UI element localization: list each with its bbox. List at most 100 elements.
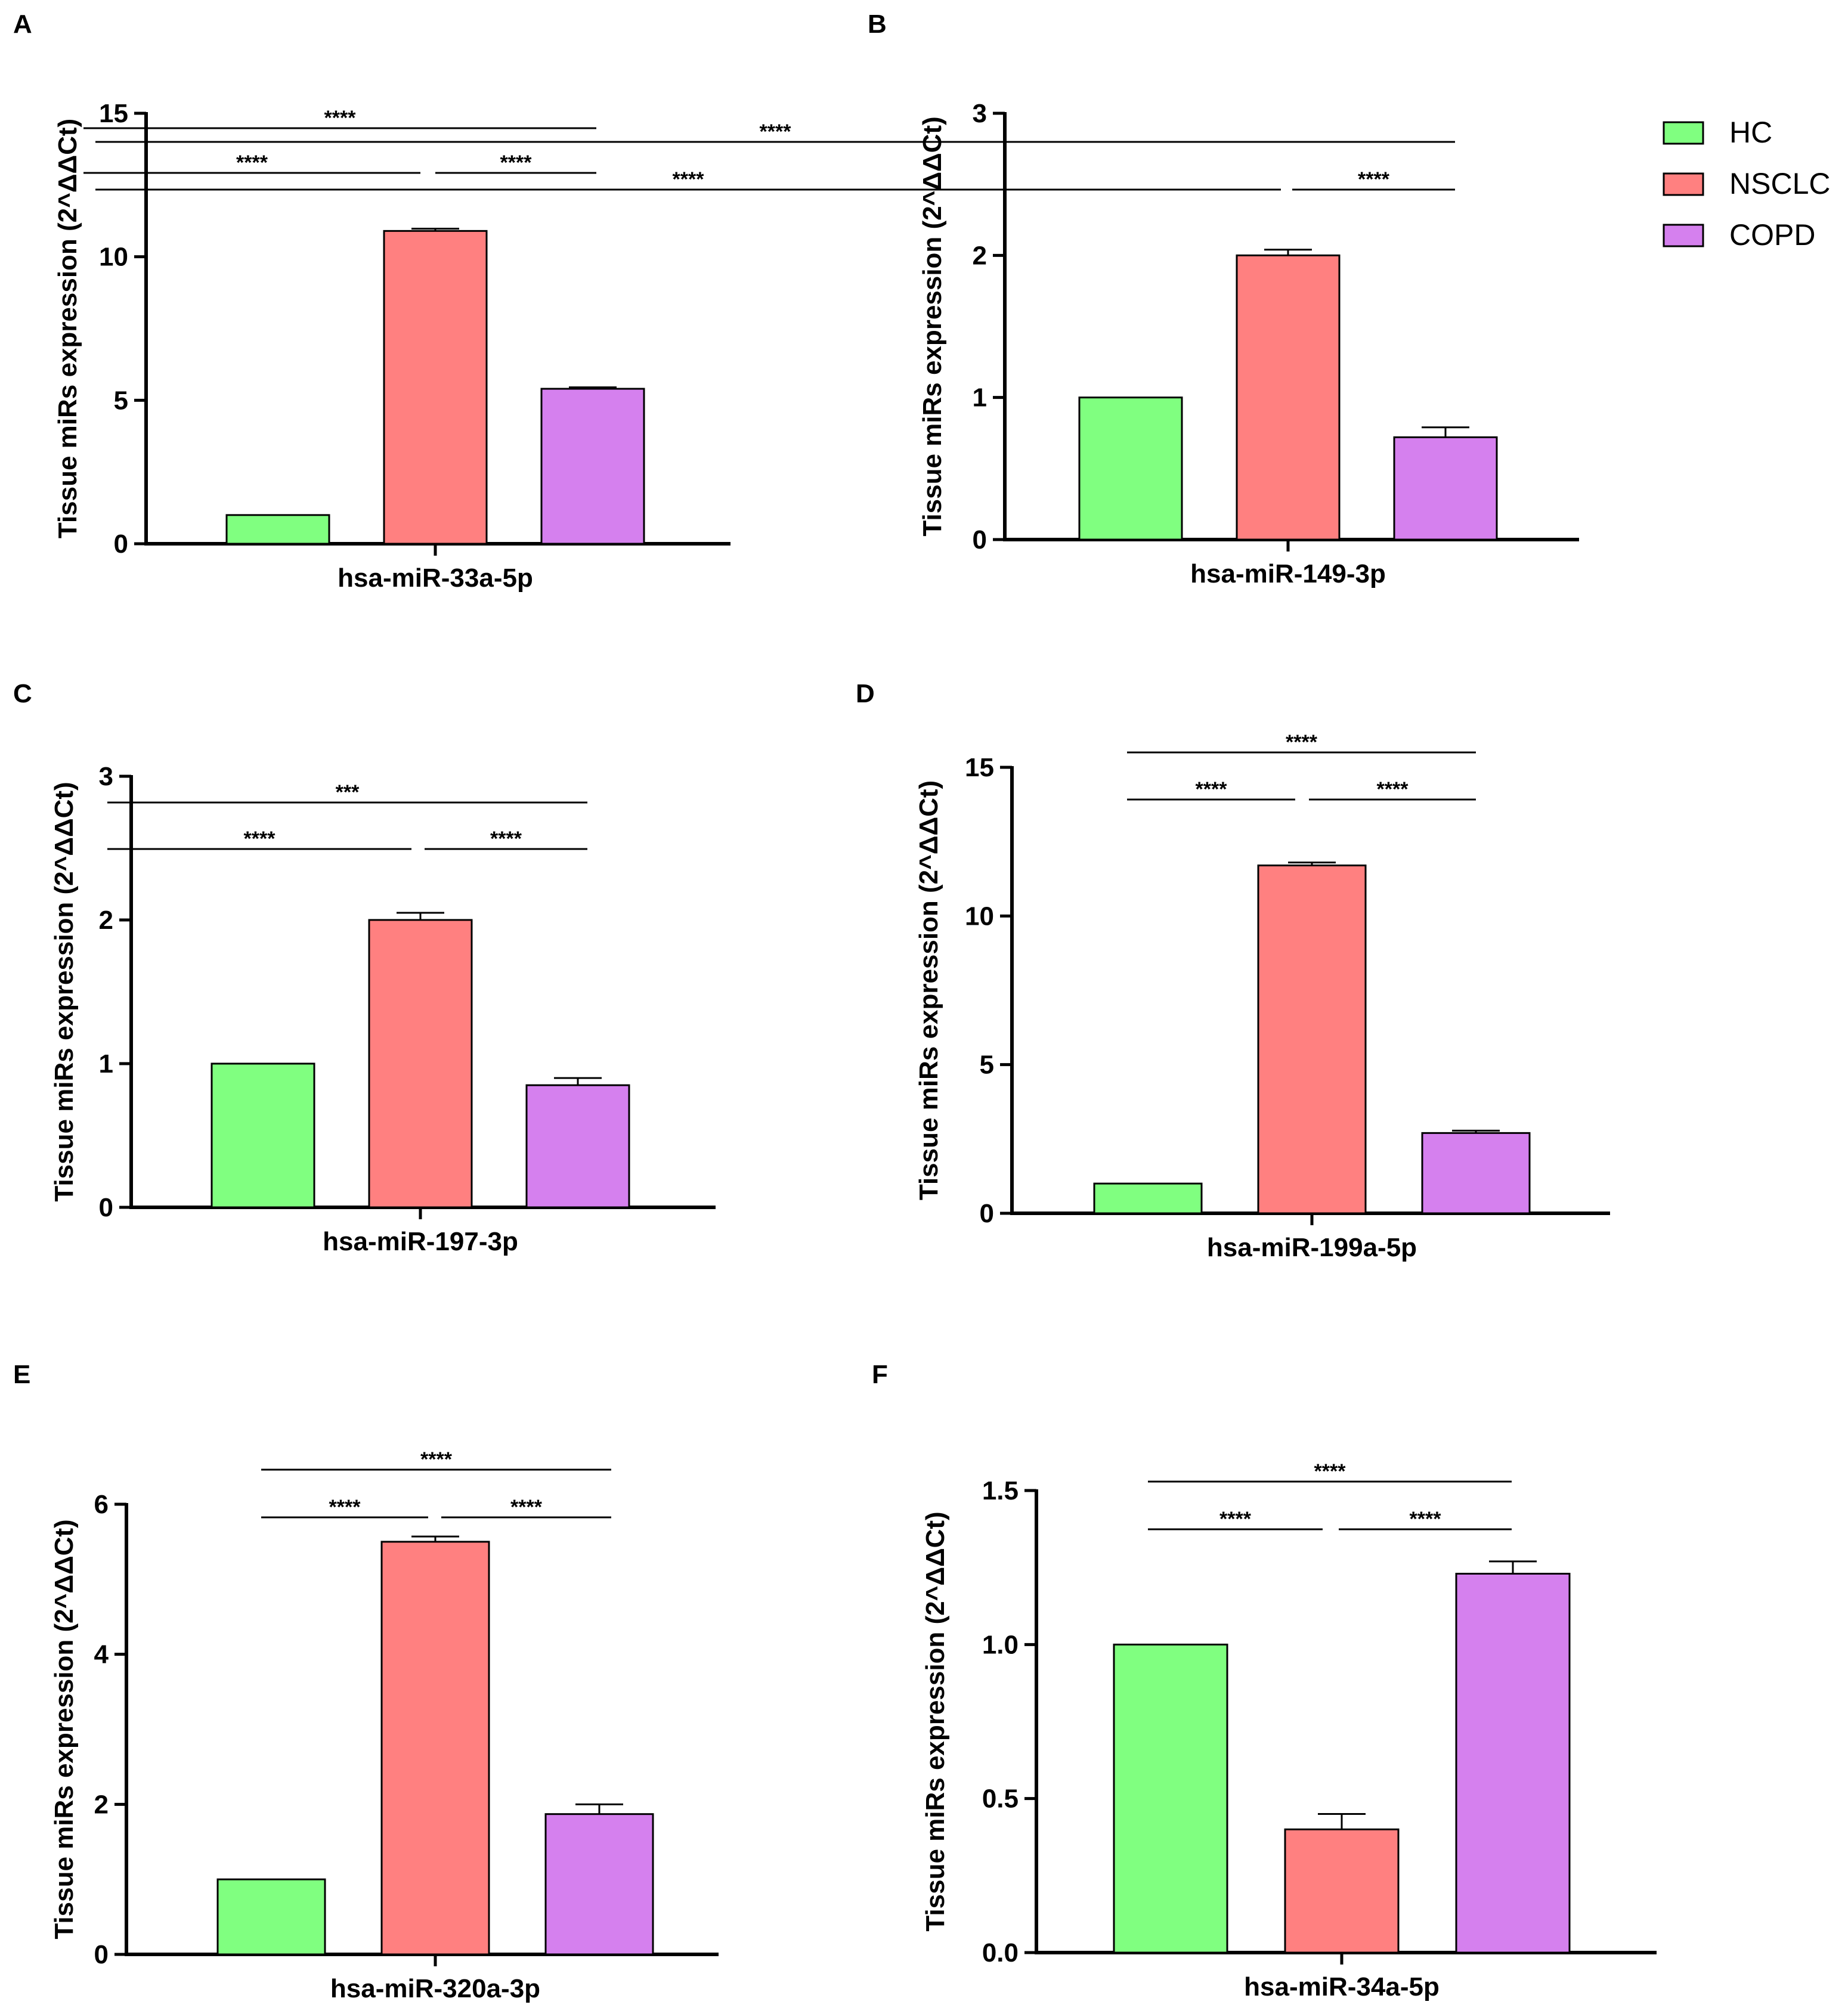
significance-label-f-2: **** <box>1410 1508 1442 1530</box>
significance-label-d-2: **** <box>1377 778 1409 801</box>
panel-f: F 0.0 0.5 1.0 1.5 hsa-miR-34a-5p Tissue miRs e… <box>872 1360 1657 2001</box>
y-tick-label-d-3: 15 <box>965 753 994 782</box>
bar-c-hc <box>211 1062 315 1209</box>
y-tick-label-a-2: 10 <box>99 243 128 272</box>
y-tick-label-e-2: 4 <box>94 1640 109 1669</box>
panel-letter-c: C <box>13 679 32 708</box>
bar-f-copd <box>1455 1573 1571 1954</box>
y-tick-label-a-1: 5 <box>114 386 128 415</box>
bar-a-hc <box>225 514 330 545</box>
y-axis-label-e: Tissue miRs expression (2^ΔΔCt) <box>49 1519 79 1939</box>
error-bar-e-copd <box>575 1803 623 1814</box>
y-tick-label-f-3: 1.5 <box>982 1476 1019 1505</box>
bar-a-nsclc <box>383 230 488 545</box>
error-bar-c-copd <box>554 1077 602 1086</box>
bar-f-nsclc <box>1284 1828 1400 1954</box>
significance-label-c-1: **** <box>244 828 276 850</box>
panel-letter-a: A <box>13 10 32 39</box>
significance-label-a-2: **** <box>500 151 533 174</box>
panel-letter-f: F <box>872 1360 888 1389</box>
y-axis-label-c: Tissue miRs expression (2^ΔΔCt) <box>49 782 79 1201</box>
significance-label-b-2: **** <box>1358 168 1390 191</box>
significance-label-d-1: **** <box>1196 778 1228 801</box>
error-bar-f-nsclc <box>1318 1813 1366 1830</box>
y-tick-label-b-3: 3 <box>973 99 987 128</box>
panel-d: D 0 5 10 15 hsa-miR-199a-5p Tissue miRs expres… <box>856 679 1610 1262</box>
panel-letter-b: B <box>868 10 887 39</box>
legend: HC NSCLC COPD <box>1663 116 1830 252</box>
significance-label-b-0: **** <box>760 120 792 143</box>
y-tick-label-b-0: 0 <box>973 525 987 554</box>
significance-label-c-2: **** <box>490 828 522 850</box>
error-bar-f-copd <box>1489 1560 1537 1574</box>
bar-e-hc <box>216 1878 326 1956</box>
bar-b-nsclc <box>1236 254 1341 541</box>
significance-label-e-2: **** <box>510 1496 543 1519</box>
panel-letter-d: D <box>856 679 875 708</box>
y-tick-label-a-3: 15 <box>99 99 128 128</box>
legend-swatch-nsclc <box>1663 172 1704 196</box>
significance-label-b-1: **** <box>673 168 705 191</box>
bar-b-copd <box>1393 436 1498 541</box>
y-tick-label-e-0: 0 <box>94 1940 109 1969</box>
panel-a: A 0 5 10 15 hsa-miR-33a-5p Tissue miRs express… <box>13 10 730 593</box>
significance-label-d-0: **** <box>1286 731 1318 754</box>
legend-swatch-hc <box>1663 121 1704 145</box>
significance-label-e-0: **** <box>420 1448 453 1471</box>
bar-d-hc <box>1093 1182 1203 1214</box>
y-tick-label-d-0: 0 <box>980 1199 994 1228</box>
y-axis-label-a: Tissue miRs expression (2^ΔΔCt) <box>53 119 82 538</box>
y-tick-label-f-2: 1.0 <box>982 1630 1019 1659</box>
x-axis-label-b: hsa-miR-149-3p <box>1190 559 1386 588</box>
error-bar-b-copd <box>1422 426 1469 438</box>
error-bar-d-copd <box>1452 1129 1500 1133</box>
y-tick-label-a-0: 0 <box>114 529 128 559</box>
significance-label-f-1: **** <box>1219 1508 1252 1530</box>
bar-b-hc <box>1078 396 1183 541</box>
legend-label-copd: COPD <box>1729 218 1815 252</box>
x-axis-label-e: hsa-miR-320a-3p <box>330 1974 540 2003</box>
bar-a-copd <box>540 388 645 545</box>
y-tick-label-f-1: 0.5 <box>982 1784 1019 1814</box>
bar-c-copd <box>525 1084 630 1209</box>
error-bar-c-nsclc <box>397 912 444 920</box>
panel-letter-e: E <box>13 1360 30 1389</box>
y-axis-label-f: Tissue miRs expression (2^ΔΔCt) <box>921 1511 950 1931</box>
bar-c-nsclc <box>368 919 473 1209</box>
y-tick-label-c-3: 3 <box>99 762 113 791</box>
error-bar-b-nsclc <box>1264 249 1312 256</box>
significance-label-c-0: *** <box>336 781 360 804</box>
error-bar-a-copd <box>569 386 617 389</box>
significance-label-a-0: **** <box>324 107 357 129</box>
legend-label-hc: HC <box>1729 116 1772 149</box>
y-tick-label-b-1: 1 <box>973 383 987 413</box>
significance-label-e-1: **** <box>329 1496 361 1519</box>
panel-b: B 0 1 2 3 hsa-miR-149-3p Tissue miRs expressio… <box>95 10 1579 588</box>
legend-label-nsclc: NSCLC <box>1729 167 1830 200</box>
significance-label-f-0: **** <box>1314 1460 1346 1483</box>
error-bar-a-nsclc <box>411 227 459 231</box>
error-bar-d-nsclc <box>1288 862 1336 866</box>
y-tick-label-d-1: 5 <box>980 1051 994 1080</box>
y-axis-label-d: Tissue miRs expression (2^ΔΔCt) <box>914 780 943 1200</box>
y-tick-label-d-2: 10 <box>965 901 994 931</box>
y-tick-label-c-1: 1 <box>99 1049 113 1079</box>
x-axis-label-f: hsa-miR-34a-5p <box>1244 1972 1440 2001</box>
error-bar-e-nsclc <box>411 1535 459 1542</box>
bar-f-hc <box>1113 1643 1228 1954</box>
y-axis-label-b: Tissue miRs expression (2^ΔΔCt) <box>918 116 947 536</box>
bar-d-nsclc <box>1257 865 1367 1214</box>
y-tick-label-e-1: 2 <box>94 1790 109 1819</box>
y-tick-label-b-2: 2 <box>973 241 987 270</box>
y-tick-label-f-0: 0.0 <box>982 1938 1019 1967</box>
y-tick-label-c-0: 0 <box>99 1193 113 1222</box>
bar-e-copd <box>544 1813 654 1956</box>
x-axis-label-d: hsa-miR-199a-5p <box>1207 1233 1417 1262</box>
y-tick-label-c-2: 2 <box>99 906 113 935</box>
panel-e: E 0 2 4 6 hsa-miR-320a-3p Tissue miRs expressi… <box>13 1360 719 2003</box>
panel-c: C 0 1 2 3 hsa-miR-197-3p Tissue miRs expressio… <box>13 679 716 1256</box>
x-axis-label-c: hsa-miR-197-3p <box>323 1227 518 1256</box>
bar-d-copd <box>1421 1132 1531 1214</box>
